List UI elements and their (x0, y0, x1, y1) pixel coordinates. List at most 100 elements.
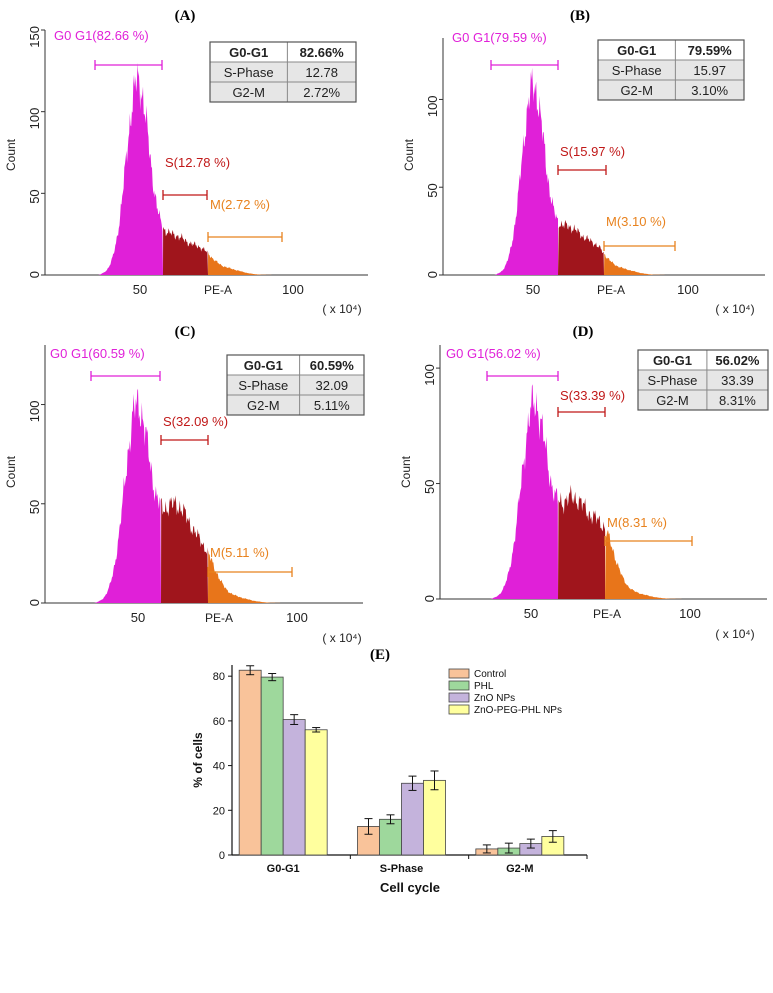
table-value-cell: 79.59% (688, 43, 733, 58)
y-tick-label: 100 (27, 108, 42, 130)
x-tick-label: 100 (679, 606, 701, 621)
panel-label-d: (D) (573, 324, 594, 340)
g2-m-histogram-region (208, 550, 288, 603)
x-tick-label: 50 (131, 610, 145, 625)
table-phase-cell: G2-M (620, 83, 653, 98)
table-value-cell: 12.78 (305, 65, 338, 80)
table-phase-cell: G0-G1 (244, 358, 283, 373)
bar-zno-peg-phl-nps-s-phase (423, 779, 446, 856)
table-phase-cell: G2-M (247, 398, 280, 413)
x-axis-title: PE-A (593, 607, 621, 621)
s-phase-gate-label: S(32.09 %) (163, 414, 228, 429)
y-tick-label: 80 (213, 671, 225, 683)
y-tick-label: 50 (422, 480, 437, 494)
legend-swatch (448, 704, 470, 715)
table-phase-cell: G0-G1 (229, 45, 268, 60)
table-value-cell: 32.09 (316, 378, 349, 393)
histogram-panel-d: (D) 0 50 100 Count 50 100 PE-A ( x 10⁴) G0 G1(56… (399, 324, 769, 641)
g0-g1-histogram-region (494, 67, 558, 275)
x-tick-label: 100 (677, 282, 699, 297)
x-tick-label: 100 (282, 282, 304, 297)
g2-m-histogram-region (604, 254, 671, 275)
g0-g1-gate-label: G0 G1(79.59 %) (452, 30, 547, 45)
bar-phl-g0-g1 (260, 676, 284, 856)
y-tick-label: 40 (213, 761, 225, 773)
table-value-cell: 15.97 (693, 63, 726, 78)
legend-label: PHL (474, 681, 494, 692)
y-tick-label: 0 (219, 850, 225, 862)
y-tick-label: 20 (213, 805, 225, 817)
table-phase-cell: G2-M (656, 393, 689, 408)
y-tick-label: 0 (422, 595, 437, 602)
panel-label-b: (B) (570, 8, 590, 24)
g2-m-gate-label: M(3.10 %) (606, 214, 666, 229)
y-tick-label: 100 (425, 95, 440, 117)
table-phase-cell: S-Phase (238, 378, 288, 393)
g0-g1-histogram-region (490, 384, 558, 599)
x-tick-label: 50 (133, 282, 147, 297)
table-value-cell: 3.10% (691, 83, 728, 98)
table-value-cell: 60.59% (310, 358, 355, 373)
g2-m-gate-label: M(8.31 %) (607, 515, 667, 530)
bar-zno-peg-phl-nps-g0-g1 (304, 729, 328, 856)
s-phase-histogram-region (558, 219, 604, 275)
y-tick-label: 60 (213, 716, 225, 728)
panel-label-e: (E) (370, 647, 390, 663)
y-tick-label: 50 (27, 500, 42, 514)
legend-swatch (448, 668, 470, 679)
legend-label: ZnO-PEG-PHL NPs (474, 705, 562, 716)
table-phase-cell: S-Phase (648, 373, 698, 388)
g2-m-gate-label: M(5.11 %) (210, 545, 269, 560)
table-phase-cell: S-Phase (224, 65, 274, 80)
x-axis-unit: ( x 10⁴) (715, 627, 754, 641)
s-phase-histogram-region (163, 226, 208, 275)
y-axis-title: Count (399, 455, 413, 488)
y-tick-label: 100 (422, 364, 437, 386)
table-value-cell: 56.02% (715, 353, 760, 368)
x-axis-unit: ( x 10⁴) (322, 631, 361, 645)
s-phase-gate-label: S(15.97 %) (560, 144, 625, 159)
table-phase-cell: G2-M (232, 85, 265, 100)
y-axis-title: % of cells (191, 732, 205, 788)
s-phase-histogram-region (558, 484, 605, 599)
table-value-cell: 2.72% (303, 85, 340, 100)
x-tick-label: S-Phase (380, 863, 423, 875)
bar-control-g0-g1 (238, 669, 262, 856)
legend-swatch (448, 692, 470, 703)
legend-label: Control (474, 669, 506, 680)
legend-label: ZnO NPs (474, 693, 515, 704)
y-tick-label: 50 (425, 183, 440, 197)
panel-label-a: (A) (175, 8, 196, 24)
g0-g1-gate-label: G0 G1(82.66 %) (54, 28, 149, 43)
panel-label-c: (C) (175, 324, 196, 340)
histogram-panel-b: (B) 0 50 100 Count 50 100 PE-A ( x 10⁴) G0 G1(79… (402, 8, 765, 316)
y-tick-label: 0 (27, 599, 42, 606)
s-phase-gate-label: S(33.39 %) (560, 388, 625, 403)
x-tick-label: 50 (524, 606, 538, 621)
table-frame (226, 354, 365, 416)
table-value-cell: 5.11% (314, 398, 350, 413)
s-phase-gate-label: S(12.78 %) (165, 155, 230, 170)
y-axis-title: Count (402, 138, 416, 171)
x-axis-title: PE-A (205, 611, 233, 625)
x-tick-label: 50 (526, 282, 540, 297)
g0-g1-histogram-region (94, 388, 161, 603)
g2-m-histogram-region (208, 251, 278, 275)
x-tick-label: 100 (286, 610, 308, 625)
bar-zno-nps-s-phase (401, 782, 424, 856)
y-tick-label: 0 (27, 271, 42, 278)
y-axis-title: Count (4, 138, 18, 171)
y-tick-label: 100 (27, 401, 42, 423)
g0-g1-histogram-region (98, 62, 163, 276)
g0-g1-gate-label: G0 G1(60.59 %) (50, 346, 145, 361)
x-axis-title: PE-A (204, 283, 232, 297)
table-value-cell: 82.66% (300, 45, 345, 60)
table-phase-cell: G0-G1 (653, 353, 692, 368)
x-axis-title: Cell cycle (380, 880, 440, 895)
bar-chart-panel-e: (E) 0 20 40 60 80 % of cells Cell cycle G0-G1 S-… (191, 647, 588, 895)
table-frame (637, 349, 769, 411)
bar-zno-nps-g0-g1 (282, 719, 306, 856)
table-frame (597, 39, 745, 101)
g2-m-histogram-region (605, 529, 688, 599)
g2-m-gate-label: M(2.72 %) (210, 197, 270, 212)
